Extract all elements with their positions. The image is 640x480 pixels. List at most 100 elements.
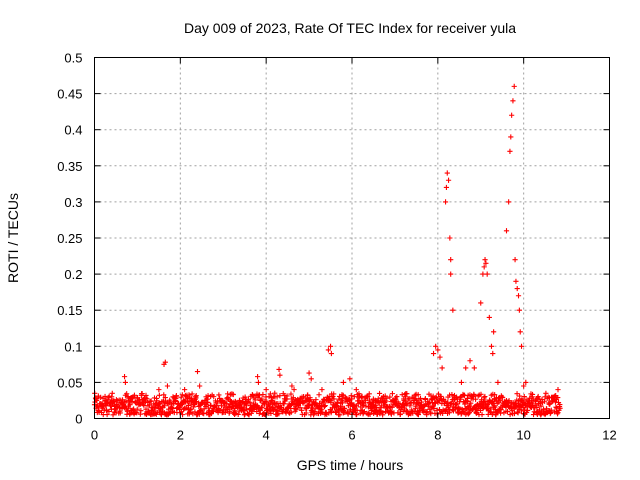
data-point	[510, 98, 516, 104]
data-point	[538, 403, 544, 409]
data-point	[463, 365, 469, 371]
data-point	[495, 379, 501, 385]
data-point	[439, 365, 445, 371]
data-point	[254, 374, 261, 380]
y-tick-label: 0.3	[64, 195, 82, 210]
data-point	[383, 398, 389, 404]
data-point	[316, 392, 322, 398]
data-point	[138, 408, 144, 414]
data-point	[492, 392, 498, 398]
data-point	[389, 391, 396, 397]
data-point	[208, 402, 214, 409]
data-point	[507, 148, 513, 154]
data-point	[143, 392, 149, 398]
data-point	[367, 411, 373, 417]
data-point	[233, 402, 239, 409]
data-point	[198, 407, 204, 413]
x-tick-label: 8	[434, 428, 441, 443]
x-tick-label: 0	[91, 428, 98, 443]
data-point	[515, 410, 521, 416]
data-point	[555, 410, 561, 416]
data-point	[216, 392, 222, 398]
data-point	[241, 407, 247, 413]
data-point	[518, 408, 525, 414]
data-point	[307, 397, 313, 403]
y-tick-label: 0.05	[57, 375, 82, 390]
data-point	[319, 387, 325, 393]
data-point	[276, 366, 282, 373]
data-point	[413, 401, 419, 407]
data-point	[162, 359, 168, 365]
data-point	[264, 399, 270, 405]
data-point	[147, 398, 153, 405]
data-point	[134, 406, 140, 412]
data-point	[436, 397, 442, 403]
data-point	[555, 394, 561, 401]
data-point	[376, 390, 383, 397]
data-point	[349, 396, 355, 402]
y-tick-label: 0.5	[64, 51, 82, 66]
data-point	[548, 407, 554, 413]
data-point	[164, 383, 171, 389]
data-point	[201, 411, 207, 417]
data-point	[156, 387, 162, 393]
data-point	[417, 395, 424, 402]
data-point	[305, 392, 311, 398]
data-point	[482, 257, 488, 263]
data-point	[288, 401, 295, 408]
data-point	[159, 404, 165, 410]
data-point	[506, 199, 512, 205]
y-axis-label: ROTI / TECUs	[5, 193, 21, 283]
data-point	[473, 396, 479, 402]
data-point	[340, 379, 347, 385]
data-point	[432, 400, 438, 406]
data-point	[259, 404, 265, 410]
x-tick-label: 12	[602, 428, 616, 443]
data-point	[148, 398, 154, 404]
data-point	[380, 410, 386, 416]
data-point	[288, 391, 294, 397]
data-point	[447, 235, 453, 241]
data-point	[336, 396, 342, 402]
y-tick-label: 0.1	[64, 339, 82, 354]
data-point	[260, 391, 266, 398]
data-point	[337, 412, 343, 418]
data-point	[223, 401, 229, 407]
data-point	[242, 401, 248, 407]
data-point	[308, 376, 314, 382]
data-point	[173, 394, 179, 400]
data-point	[156, 392, 162, 398]
data-point	[220, 400, 226, 406]
data-point	[359, 393, 365, 399]
data-point	[362, 398, 368, 404]
data-point	[483, 260, 489, 266]
data-point	[478, 300, 484, 306]
data-point	[339, 400, 346, 406]
data-point	[98, 394, 104, 400]
data-point	[543, 390, 549, 396]
data-point	[354, 407, 360, 413]
data-point	[521, 383, 527, 389]
data-point	[516, 307, 522, 313]
data-point	[497, 398, 503, 404]
data-point	[252, 397, 258, 403]
data-point	[210, 408, 217, 415]
data-point	[392, 401, 398, 407]
data-point	[298, 407, 305, 413]
data-point	[525, 407, 531, 414]
data-point	[127, 402, 133, 408]
data-point	[232, 408, 238, 414]
data-point	[453, 401, 459, 408]
data-point	[123, 398, 129, 404]
data-point	[257, 407, 263, 413]
data-point	[106, 393, 112, 399]
y-tick-label: 0.25	[57, 231, 82, 246]
chart-title: Day 009 of 2023, Rate Of TEC Index for r…	[184, 20, 516, 36]
data-point	[404, 391, 410, 397]
data-point	[166, 410, 172, 416]
data-point	[272, 390, 278, 396]
data-point	[512, 257, 518, 263]
data-point	[536, 407, 543, 413]
data-point	[109, 390, 115, 396]
x-tick-labels: 0 2 4 6 8 10 12	[91, 428, 617, 443]
